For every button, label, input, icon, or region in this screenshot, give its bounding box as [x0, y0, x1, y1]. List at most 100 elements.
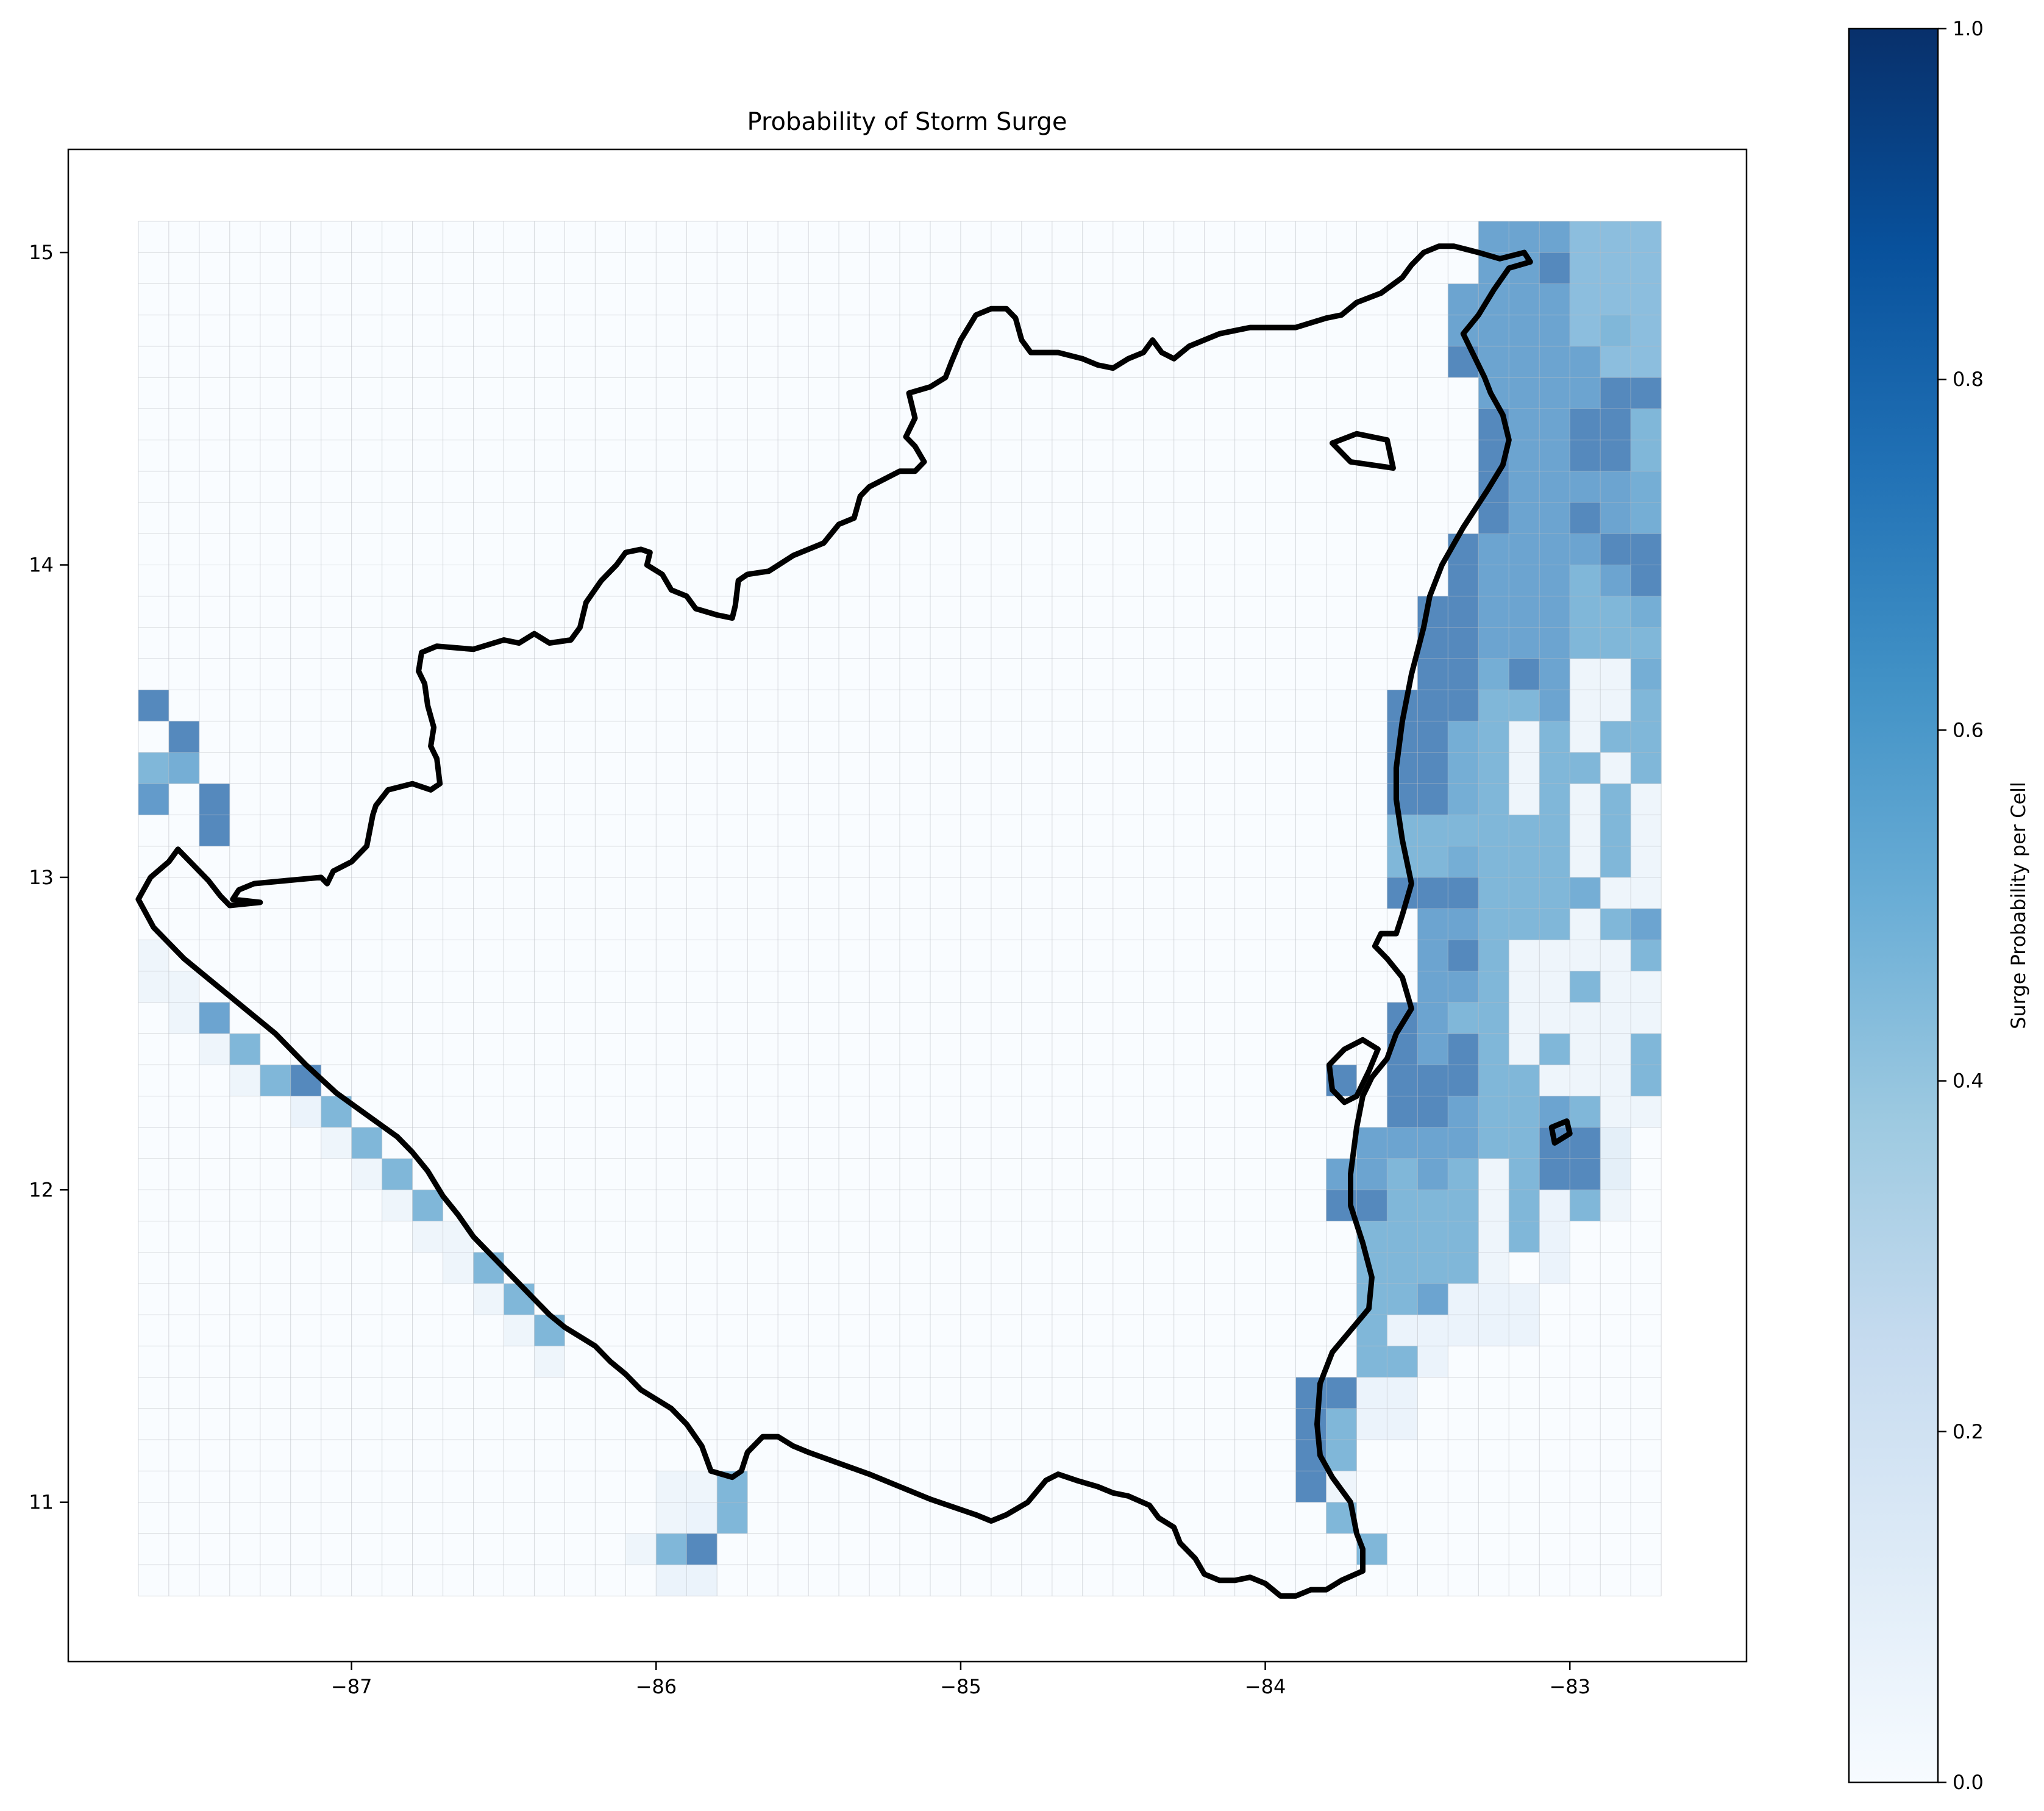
heatmap-cell: [1143, 971, 1175, 1003]
heatmap-cell: [1539, 346, 1570, 378]
heatmap-cell: [1295, 940, 1326, 971]
heatmap-cell: [1082, 1377, 1114, 1409]
heatmap-cell: [290, 1284, 322, 1315]
heatmap-cell: [960, 1440, 992, 1471]
heatmap-cell: [473, 1221, 504, 1253]
heatmap-cell: [991, 1127, 1022, 1159]
heatmap-cell: [1082, 784, 1114, 815]
heatmap-cell: [839, 1408, 870, 1440]
heatmap-cell: [1021, 1502, 1053, 1534]
heatmap-cell: [1173, 1096, 1205, 1128]
heatmap-cell: [1448, 1284, 1479, 1315]
heatmap-cell: [473, 940, 504, 971]
heatmap-cell: [534, 440, 565, 472]
heatmap-cell: [1539, 1065, 1570, 1096]
heatmap-cell: [869, 377, 900, 409]
heatmap-cell: [625, 877, 657, 909]
heatmap-cell: [564, 1221, 596, 1253]
heatmap-cell: [534, 1252, 565, 1284]
heatmap-cell: [1173, 1127, 1205, 1159]
heatmap-cell: [1539, 940, 1570, 971]
heatmap-cell: [138, 721, 169, 753]
heatmap-cell: [1052, 377, 1083, 409]
heatmap-cell: [199, 721, 230, 753]
heatmap-cell: [747, 971, 778, 1003]
heatmap-cell: [321, 1127, 352, 1159]
heatmap-cell: [595, 377, 626, 409]
heatmap-cell: [138, 1190, 169, 1221]
heatmap-cell: [625, 752, 657, 784]
heatmap-cell: [138, 440, 169, 472]
heatmap-cell: [1143, 784, 1175, 815]
heatmap-cell: [717, 659, 748, 690]
heatmap-cell: [1204, 1533, 1236, 1565]
heatmap-cell: [1295, 1096, 1326, 1128]
heatmap-cell: [1143, 471, 1175, 503]
heatmap-cell: [351, 596, 383, 628]
heatmap-cell: [351, 1502, 383, 1534]
heatmap-cell: [808, 1190, 839, 1221]
heatmap-cell: [900, 784, 931, 815]
heatmap-cell: [656, 1002, 687, 1034]
heatmap-cell: [443, 1096, 474, 1128]
heatmap-cell: [443, 1565, 474, 1596]
heatmap-cell: [778, 1159, 809, 1190]
heatmap-cell: [290, 471, 322, 503]
heatmap-cell: [991, 1315, 1022, 1346]
heatmap-cell: [686, 877, 718, 909]
heatmap-cell: [1265, 1533, 1296, 1565]
heatmap-cell: [930, 409, 961, 440]
heatmap-cell: [1478, 565, 1509, 597]
heatmap-cell: [1570, 1440, 1601, 1471]
heatmap-cell: [1570, 284, 1601, 315]
heatmap-cell: [1417, 846, 1448, 878]
heatmap-cell: [1509, 971, 1540, 1003]
heatmap-cell: [1600, 1408, 1631, 1440]
heatmap-cell: [168, 1159, 200, 1190]
heatmap-cell: [1052, 815, 1083, 847]
heatmap-cell: [1021, 252, 1053, 284]
heatmap-cell: [595, 252, 626, 284]
heatmap-cell: [930, 909, 961, 940]
heatmap-cell: [321, 1346, 352, 1378]
heatmap-cell: [1265, 1471, 1296, 1503]
heatmap-cell: [321, 1377, 352, 1409]
heatmap-cell: [1204, 1315, 1236, 1346]
heatmap-cell: [1082, 659, 1114, 690]
heatmap-cell: [412, 596, 443, 628]
heatmap-cell: [808, 565, 839, 597]
heatmap-cell: [778, 221, 809, 253]
heatmap-cell: [412, 1252, 443, 1284]
heatmap-cell: [412, 1284, 443, 1315]
heatmap-cell: [625, 1127, 657, 1159]
heatmap-cell: [900, 659, 931, 690]
heatmap-cell: [1356, 877, 1387, 909]
heatmap-cell: [1052, 752, 1083, 784]
heatmap-cell: [1295, 1252, 1326, 1284]
heatmap-cell: [1631, 1127, 1662, 1159]
heatmap-cell: [382, 877, 413, 909]
heatmap-cell: [1509, 1190, 1540, 1221]
heatmap-cell: [595, 752, 626, 784]
heatmap-cell: [1539, 315, 1570, 347]
heatmap-cell: [473, 565, 504, 597]
heatmap-cell: [656, 471, 687, 503]
heatmap-cell: [351, 1034, 383, 1065]
heatmap-cell: [960, 221, 992, 253]
heatmap-cell: [717, 1315, 748, 1346]
heatmap-cell: [1326, 1221, 1357, 1253]
heatmap-cell: [1204, 1346, 1236, 1378]
heatmap-cell: [1082, 252, 1114, 284]
heatmap-cell: [1631, 1065, 1662, 1096]
heatmap-cell: [991, 846, 1022, 878]
heatmap-cell: [382, 440, 413, 472]
heatmap-cell: [1570, 627, 1601, 659]
heatmap-cell: [778, 846, 809, 878]
heatmap-cell: [1082, 565, 1114, 597]
heatmap-cell: [564, 502, 596, 534]
heatmap-cell: [1143, 1221, 1175, 1253]
heatmap-cell: [960, 721, 992, 753]
heatmap-cell: [1478, 1190, 1509, 1221]
heatmap-cell: [595, 971, 626, 1003]
heatmap-cell: [1173, 502, 1205, 534]
